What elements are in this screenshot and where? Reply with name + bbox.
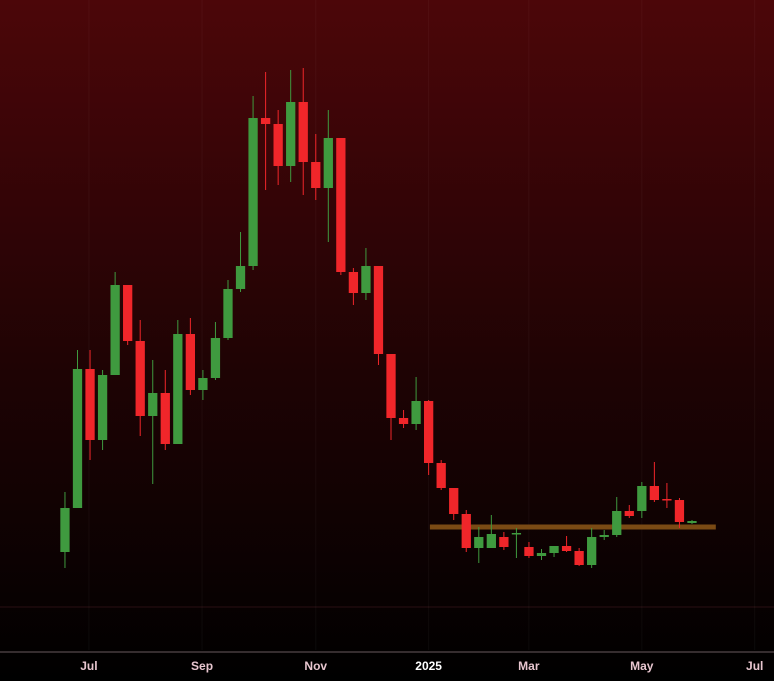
candle-body: [386, 354, 396, 418]
candle-body: [286, 102, 296, 166]
candle-body: [511, 533, 522, 535]
candle-body: [423, 401, 434, 463]
candle-body: [198, 378, 208, 390]
candle-body: [499, 537, 509, 547]
candle-body: [123, 285, 133, 341]
candle-body: [536, 553, 547, 556]
candle-body: [160, 393, 170, 444]
candle-body: [235, 266, 246, 289]
candle-body: [612, 511, 622, 535]
candle-body: [248, 118, 258, 266]
candle-body: [72, 369, 83, 508]
x-tick-label: May: [630, 659, 654, 673]
candle-body: [436, 463, 446, 488]
candle-body: [411, 401, 421, 424]
x-tick-label: 2025: [415, 659, 442, 673]
candle-body: [624, 511, 634, 516]
candle-body: [524, 547, 534, 556]
x-tick-label: Nov: [304, 659, 327, 673]
candle-body: [474, 537, 484, 548]
candle-body: [574, 551, 584, 565]
candle-body: [97, 375, 108, 440]
x-tick-label: Jul: [746, 659, 763, 673]
candle-body: [674, 500, 685, 522]
candle-body: [323, 138, 333, 188]
candle-body: [273, 124, 283, 166]
candle-body: [398, 418, 409, 424]
candle-body: [486, 534, 496, 548]
candle-body: [599, 535, 609, 537]
candle-body: [298, 102, 308, 162]
candle-body: [587, 537, 597, 565]
candle-body: [649, 486, 660, 500]
candle-body: [173, 334, 183, 444]
candle-body: [185, 334, 196, 390]
candle-body: [662, 499, 672, 501]
candle-body: [561, 546, 572, 551]
x-tick-label: Jul: [80, 659, 97, 673]
candle-body: [361, 266, 371, 293]
candle-body: [311, 162, 321, 188]
candle-body: [135, 341, 145, 416]
candle-body: [260, 118, 271, 124]
candle-body: [60, 508, 70, 552]
candle-body: [85, 369, 95, 440]
x-tick-label: Sep: [191, 659, 213, 673]
candle-body: [348, 272, 359, 293]
candle-body: [223, 289, 233, 338]
candle-body: [210, 338, 221, 378]
candle-body: [549, 546, 559, 553]
candle-body: [110, 285, 120, 375]
candle-body: [148, 393, 158, 416]
candle-body: [687, 521, 697, 523]
candle-body: [461, 514, 471, 548]
x-tick-label: Mar: [518, 659, 540, 673]
candle-body: [449, 488, 459, 514]
candle-body: [637, 486, 647, 511]
candle-body: [336, 138, 346, 272]
candle-body: [373, 266, 384, 354]
